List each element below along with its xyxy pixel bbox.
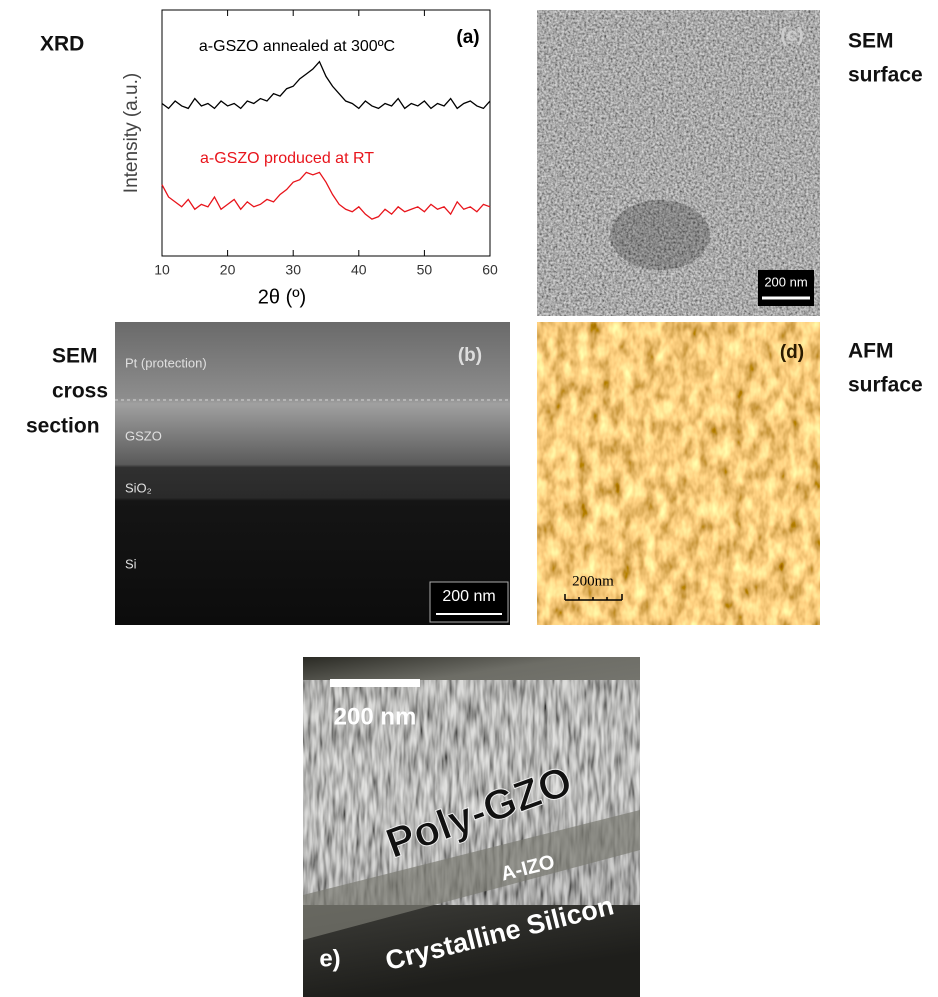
x-tick-label: 40 xyxy=(351,262,367,278)
layer-label: Si xyxy=(125,556,137,571)
scale-bar-label: 200 nm xyxy=(442,588,495,605)
x-axis-label: 2θ (º) xyxy=(258,286,306,308)
panel-label: (c) xyxy=(780,25,803,46)
x-tick-label: 30 xyxy=(285,262,301,278)
series-label: a-GSZO annealed at 300ºC xyxy=(199,38,395,55)
layer-label: SiO₂ xyxy=(125,480,152,495)
side-label: surface xyxy=(848,64,923,87)
panel-label: (a) xyxy=(456,27,479,48)
xrd-chart: (a) 2θ (º) Intensity (a.u.) a-GSZO annea… xyxy=(121,10,498,308)
x-tick-label: 20 xyxy=(220,262,236,278)
side-label: SEM xyxy=(52,345,98,368)
series-label: a-GSZO produced at RT xyxy=(200,150,374,167)
y-axis-label: Intensity (a.u.) xyxy=(121,73,142,193)
panel-label: (d) xyxy=(780,342,804,363)
side-label: XRD xyxy=(40,33,84,56)
xrd-curve xyxy=(162,172,490,219)
x-tick-label: 60 xyxy=(482,262,498,278)
side-label: AFM xyxy=(848,340,894,363)
side-label: SEM xyxy=(848,30,894,53)
layer-label: GSZO xyxy=(125,428,162,443)
dark-patch xyxy=(610,200,710,270)
scale-bar-label: 200 nm xyxy=(764,274,807,289)
layer-label: Pt (protection) xyxy=(125,355,207,370)
side-label: section xyxy=(26,415,100,438)
panel-label: e) xyxy=(319,945,340,972)
scale-bar-label: 200 nm xyxy=(334,703,417,730)
x-tick-label: 50 xyxy=(417,262,433,278)
panel-label: (b) xyxy=(458,345,482,366)
scale-bar-label: 200nm xyxy=(572,573,614,589)
x-tick-label: 10 xyxy=(154,262,170,278)
side-label: cross xyxy=(52,380,108,403)
figure: XRD SEM cross section SEM surface AFM su… xyxy=(0,0,938,997)
xrd-curve xyxy=(162,62,490,109)
side-label: surface xyxy=(848,374,923,397)
